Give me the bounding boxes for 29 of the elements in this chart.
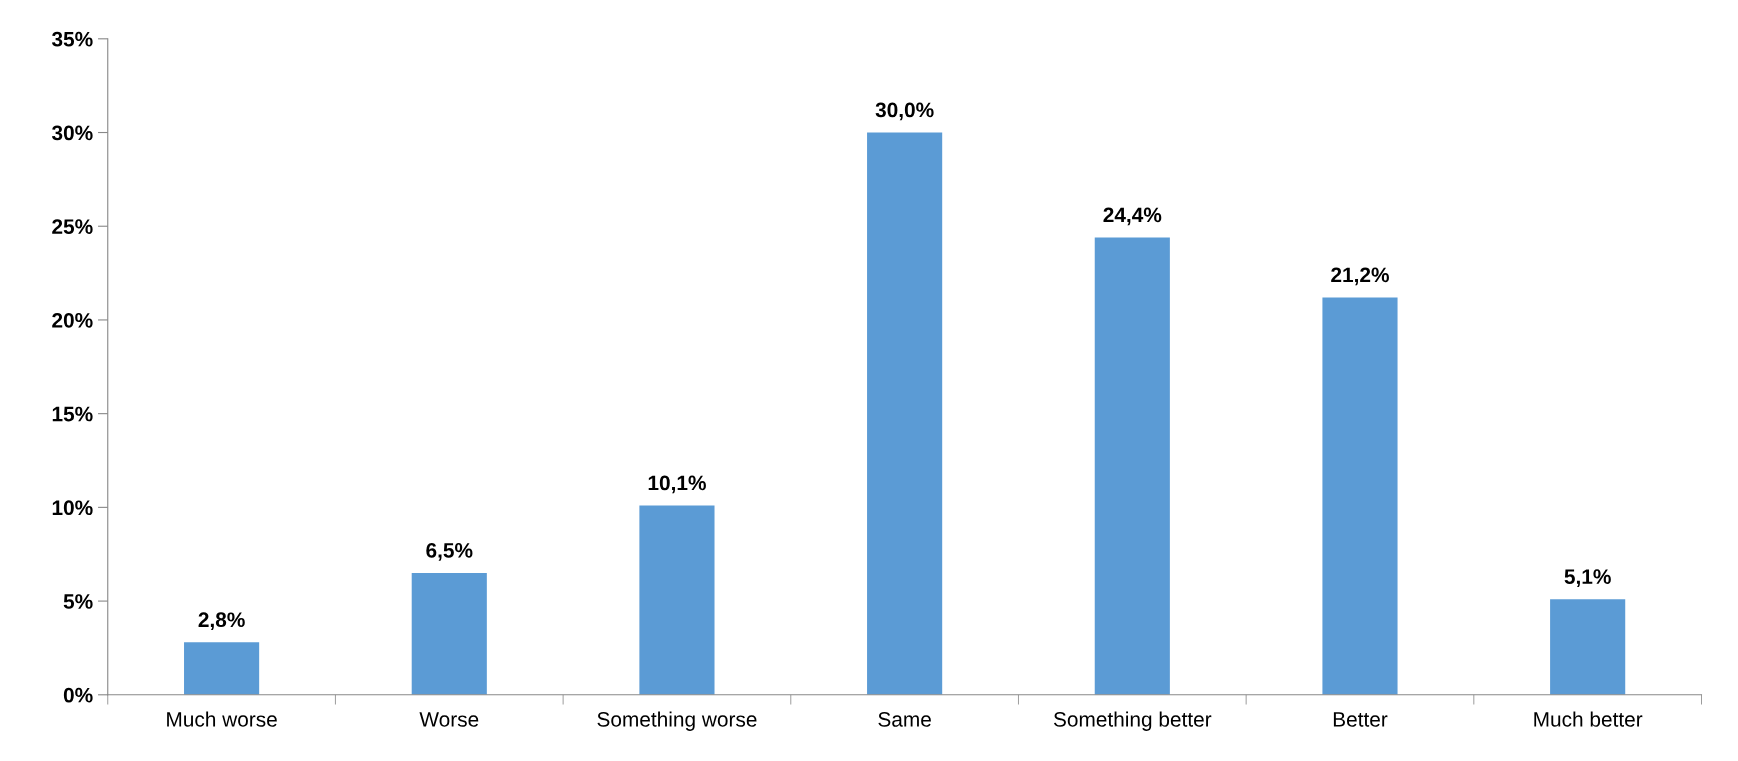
x-tick-label: Same bbox=[878, 712, 931, 727]
x-tick-label: Much worse bbox=[167, 711, 277, 727]
data-label: 2,8% bbox=[198, 612, 245, 631]
bar bbox=[867, 132, 943, 695]
data-label: 5,1% bbox=[1564, 569, 1611, 587]
bar bbox=[639, 505, 715, 695]
y-tick-label: 10% bbox=[52, 500, 93, 516]
data-label: 10,1% bbox=[648, 475, 706, 494]
bar bbox=[1550, 599, 1626, 695]
y-tick-label: 20% bbox=[52, 312, 93, 328]
x-tick-label: Something better bbox=[1053, 711, 1212, 731]
data-label: 30,0% bbox=[875, 102, 934, 121]
y-tick-label: 5% bbox=[63, 594, 93, 609]
y-tick-label: 0% bbox=[63, 687, 93, 703]
x-tick-label: Worse bbox=[419, 712, 479, 727]
x-tick-label: Much better bbox=[1534, 711, 1643, 727]
x-tick-label: Something worse bbox=[597, 711, 757, 731]
data-label: 6,5% bbox=[426, 542, 473, 561]
data-label: 21,2% bbox=[1331, 267, 1389, 286]
bar bbox=[1094, 237, 1170, 695]
x-tick-label: Better bbox=[1333, 712, 1388, 727]
bar bbox=[1322, 297, 1398, 695]
bar bbox=[411, 572, 487, 695]
y-tick-label: 15% bbox=[52, 406, 93, 422]
bar bbox=[184, 642, 260, 695]
y-tick-label: 25% bbox=[52, 219, 93, 234]
y-tick-label: 30% bbox=[51, 125, 93, 141]
y-tick-label: 35% bbox=[51, 31, 93, 47]
data-label: 24,4% bbox=[1103, 207, 1162, 226]
